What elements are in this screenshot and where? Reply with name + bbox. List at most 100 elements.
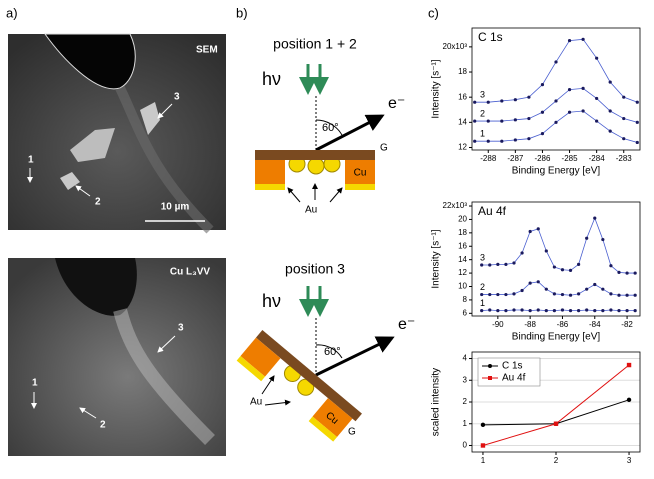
marker-label: 3: [178, 323, 184, 334]
data-point: [504, 292, 508, 297]
series-label: 1: [480, 298, 485, 308]
y-tick-label: 8: [463, 295, 468, 304]
data-point: [601, 309, 605, 313]
metal-label: Cu: [354, 168, 367, 179]
data-point: [554, 120, 558, 124]
legend-marker: [488, 364, 492, 368]
x-tick-label: -82: [621, 320, 633, 329]
data-point: [581, 109, 585, 113]
series-label: 3: [480, 252, 485, 262]
diagram-position-3: position 3 hν e⁻ 60° Cu G Au: [236, 261, 415, 442]
data-point: [496, 292, 500, 297]
x-tick-label: -88: [524, 320, 536, 329]
y-tick-label: 4: [463, 354, 468, 363]
data-point: [608, 129, 612, 133]
data-point: [635, 120, 639, 124]
data-point: [520, 251, 524, 255]
data-point: [536, 308, 540, 312]
data-point: [527, 116, 531, 121]
data-point: [554, 60, 558, 64]
data-point: [512, 292, 516, 296]
x-axis-title: Binding Energy [eV]: [512, 166, 601, 177]
data-point: [608, 109, 612, 113]
data-point: [528, 229, 532, 234]
data-point: [625, 309, 629, 313]
marker-label: 2: [100, 420, 106, 431]
y-tick-label: 20: [458, 215, 467, 224]
y-tick-label: 3: [463, 375, 468, 384]
data-point: [625, 293, 629, 297]
data-point: [554, 99, 558, 103]
data-point: [552, 292, 556, 296]
data-point: [609, 292, 613, 296]
data-point: [544, 309, 548, 313]
auger-image: Cu L₃VV 1 2 3: [8, 258, 226, 456]
series-label: 3: [480, 90, 485, 100]
y-tick-label: 20x10³: [443, 42, 468, 51]
electron-label: e⁻: [388, 95, 405, 112]
series-line: [474, 110, 638, 143]
data-point: [581, 86, 585, 90]
x-axis-title: Binding Energy [eV]: [512, 332, 601, 343]
data-point: [480, 422, 486, 428]
data-point: [585, 308, 589, 312]
data-point: [633, 293, 637, 297]
data-point: [567, 110, 572, 114]
data-point: [552, 265, 556, 269]
data-point: [633, 271, 637, 275]
layer-label: G: [348, 427, 356, 438]
x-tick-label: -84: [589, 320, 601, 329]
data-point: [593, 309, 597, 313]
series-label: 2: [480, 282, 485, 292]
data-point: [577, 292, 581, 296]
data-point: [595, 56, 599, 60]
scale-bar-label: 10 µm: [161, 202, 190, 213]
data-point: [488, 263, 492, 267]
data-point: [520, 308, 524, 312]
data-point: [595, 96, 599, 101]
panel-label: c): [428, 5, 439, 20]
plot-frame: [471, 27, 641, 151]
data-point: [513, 98, 517, 102]
data-point: [512, 261, 516, 265]
data-point: [567, 38, 572, 43]
x-tick-label: -90: [492, 320, 504, 329]
data-point: [577, 309, 581, 313]
data-point: [488, 292, 492, 297]
data-point: [560, 268, 565, 272]
data-point: [473, 100, 477, 104]
data-point: [568, 309, 573, 313]
data-point: [480, 309, 484, 313]
data-point: [473, 139, 477, 143]
data-point: [500, 139, 504, 143]
panel-label: b): [236, 5, 248, 20]
data-point: [617, 309, 621, 313]
x-tick-label: -86: [557, 320, 569, 329]
y-tick-label: 16: [458, 241, 467, 250]
photon-label: hν: [262, 291, 281, 311]
data-point: [625, 271, 629, 275]
data-point: [496, 262, 500, 266]
data-point: [601, 287, 605, 291]
data-point: [513, 118, 517, 122]
data-point: [622, 116, 626, 121]
data-point: [609, 308, 613, 312]
data-point: [626, 362, 632, 368]
data-point: [609, 264, 613, 268]
data-point: [500, 119, 504, 123]
data-point: [568, 268, 573, 272]
legend-box: [477, 357, 541, 387]
series-line: [474, 38, 638, 103]
data-point: [527, 137, 531, 141]
x-tick-label: 2: [554, 456, 559, 465]
diagram-position-1-2: position 1 + 2 hν e⁻ 60° Cu G Au: [255, 36, 405, 216]
series-label: 1: [480, 129, 485, 139]
legend-label: C 1s: [502, 361, 523, 372]
data-point: [480, 443, 486, 448]
data-point: [527, 95, 531, 99]
data-point: [480, 292, 484, 297]
y-tick-label: 0: [463, 441, 468, 450]
data-point: [513, 138, 517, 142]
diagram-title: position 3: [285, 261, 345, 277]
